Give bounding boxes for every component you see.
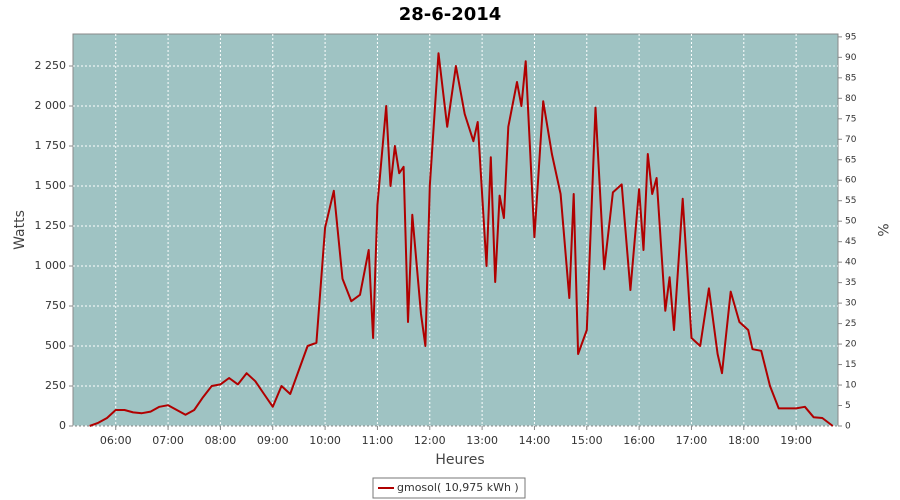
y2-tick-label: 95 (845, 32, 856, 42)
y2-tick-label: 20 (845, 340, 857, 350)
y2-tick-label: 15 (845, 360, 856, 370)
y2-tick-label: 40 (845, 258, 857, 268)
x-tick-label: 09:00 (257, 434, 289, 447)
x-tick-label: 12:00 (414, 434, 446, 447)
y2-axis-label: % (874, 223, 890, 236)
x-axis-label: Heures (435, 452, 484, 468)
x-tick-label: 13:00 (466, 434, 498, 447)
x-tick-label: 10:00 (309, 434, 341, 447)
y2-tick-label: 0 (845, 422, 851, 432)
y2-tick-label: 30 (845, 299, 857, 309)
x-tick-label: 06:00 (100, 434, 132, 447)
x-tick-label: 11:00 (362, 434, 394, 447)
y2-tick-label: 45 (845, 237, 856, 247)
x-tick-label: 19:00 (780, 434, 812, 447)
x-tick-label: 16:00 (623, 434, 655, 447)
y2-tick-label: 60 (845, 176, 857, 186)
chart-title: 28-6-2014 (399, 4, 502, 25)
x-tick-label: 07:00 (152, 434, 184, 447)
y2-tick-label: 85 (845, 73, 856, 83)
y2-tick-label: 5 (845, 401, 851, 411)
y-tick-label: 1 250 (35, 219, 67, 232)
y2-tick-label: 70 (845, 135, 857, 145)
y2-tick-label: 90 (845, 53, 857, 63)
y2-tick-label: 10 (845, 381, 857, 391)
y-tick-label: 750 (45, 299, 66, 312)
x-tick-label: 17:00 (676, 434, 708, 447)
y2-tick-label: 25 (845, 319, 856, 329)
y-tick-label: 2 000 (35, 99, 67, 112)
y2-tick-label: 55 (845, 196, 856, 206)
y-tick-label: 0 (59, 419, 66, 432)
y-tick-label: 500 (45, 339, 66, 352)
legend-box (372, 477, 526, 499)
plot-area (72, 33, 839, 427)
x-tick-label: 15:00 (571, 434, 603, 447)
y2-tick-label: 75 (845, 114, 856, 124)
y-tick-label: 2 250 (35, 59, 67, 72)
x-tick-label: 14:00 (519, 434, 551, 447)
x-tick-label: 18:00 (728, 434, 760, 447)
y-axis-label: Watts (12, 210, 28, 250)
y2-tick-label: 50 (845, 217, 857, 227)
y-tick-label: 1 500 (35, 179, 67, 192)
x-tick-label: 08:00 (205, 434, 237, 447)
y2-tick-label: 65 (845, 155, 856, 165)
data-line (89, 52, 834, 427)
legend-label: gmosol( 10,975 kWh ) (397, 481, 519, 494)
y2-tick-label: 35 (845, 278, 856, 288)
y-tick-label: 1 000 (35, 259, 67, 272)
y-tick-label: 1 750 (35, 139, 67, 152)
y2-tick-label: 80 (845, 94, 857, 104)
y-tick-label: 250 (45, 379, 66, 392)
